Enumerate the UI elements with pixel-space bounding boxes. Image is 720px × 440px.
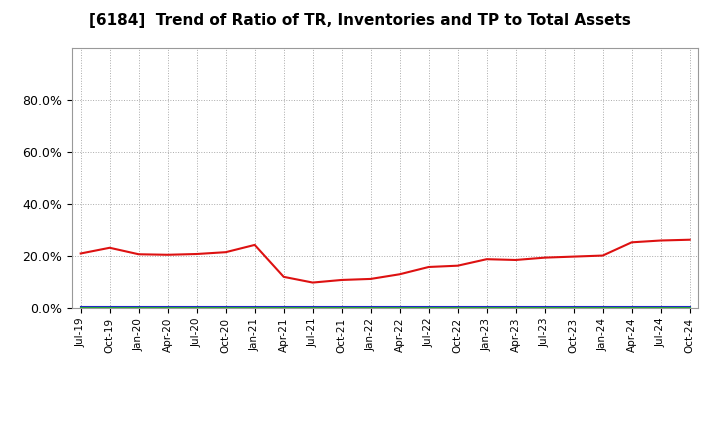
Trade Receivables	[570, 254, 578, 259]
Trade Payables	[105, 305, 114, 310]
Inventories	[657, 305, 665, 310]
Inventories	[251, 305, 259, 310]
Inventories	[424, 305, 433, 310]
Inventories	[308, 305, 317, 310]
Inventories	[366, 305, 375, 310]
Trade Payables	[192, 305, 201, 310]
Trade Receivables	[395, 271, 404, 277]
Trade Receivables	[598, 253, 607, 258]
Trade Payables	[251, 305, 259, 310]
Trade Payables	[454, 305, 462, 310]
Trade Payables	[221, 305, 230, 310]
Trade Payables	[163, 305, 172, 310]
Trade Payables	[657, 305, 665, 310]
Inventories	[511, 305, 520, 310]
Inventories	[482, 305, 491, 310]
Inventories	[685, 305, 694, 310]
Trade Payables	[308, 305, 317, 310]
Inventories	[338, 305, 346, 310]
Trade Receivables	[424, 264, 433, 270]
Trade Payables	[511, 305, 520, 310]
Line: Trade Receivables: Trade Receivables	[81, 240, 690, 282]
Trade Payables	[685, 305, 694, 310]
Inventories	[221, 305, 230, 310]
Inventories	[76, 305, 85, 310]
Inventories	[598, 305, 607, 310]
Trade Receivables	[221, 249, 230, 255]
Inventories	[570, 305, 578, 310]
Trade Receivables	[338, 277, 346, 282]
Inventories	[163, 305, 172, 310]
Trade Receivables	[279, 274, 288, 279]
Trade Receivables	[366, 276, 375, 282]
Legend: Trade Receivables, Inventories, Trade Payables: Trade Receivables, Inventories, Trade Pa…	[170, 435, 600, 440]
Inventories	[395, 305, 404, 310]
Trade Receivables	[192, 251, 201, 257]
Trade Payables	[424, 305, 433, 310]
Trade Payables	[570, 305, 578, 310]
Trade Payables	[279, 305, 288, 310]
Inventories	[135, 305, 143, 310]
Trade Receivables	[685, 237, 694, 242]
Inventories	[105, 305, 114, 310]
Trade Receivables	[135, 252, 143, 257]
Trade Receivables	[76, 251, 85, 256]
Trade Payables	[541, 305, 549, 310]
Trade Receivables	[308, 280, 317, 285]
Trade Receivables	[627, 240, 636, 245]
Inventories	[541, 305, 549, 310]
Trade Payables	[395, 305, 404, 310]
Inventories	[192, 305, 201, 310]
Inventories	[627, 305, 636, 310]
Trade Receivables	[105, 245, 114, 250]
Trade Receivables	[541, 255, 549, 260]
Trade Receivables	[251, 242, 259, 248]
Trade Receivables	[482, 257, 491, 262]
Trade Receivables	[163, 252, 172, 257]
Trade Payables	[366, 305, 375, 310]
Trade Payables	[338, 305, 346, 310]
Trade Payables	[598, 305, 607, 310]
Text: [6184]  Trend of Ratio of TR, Inventories and TP to Total Assets: [6184] Trend of Ratio of TR, Inventories…	[89, 13, 631, 28]
Inventories	[279, 305, 288, 310]
Trade Receivables	[511, 257, 520, 263]
Inventories	[454, 305, 462, 310]
Trade Payables	[76, 305, 85, 310]
Trade Receivables	[454, 263, 462, 268]
Trade Receivables	[657, 238, 665, 243]
Trade Payables	[627, 305, 636, 310]
Trade Payables	[482, 305, 491, 310]
Trade Payables	[135, 305, 143, 310]
